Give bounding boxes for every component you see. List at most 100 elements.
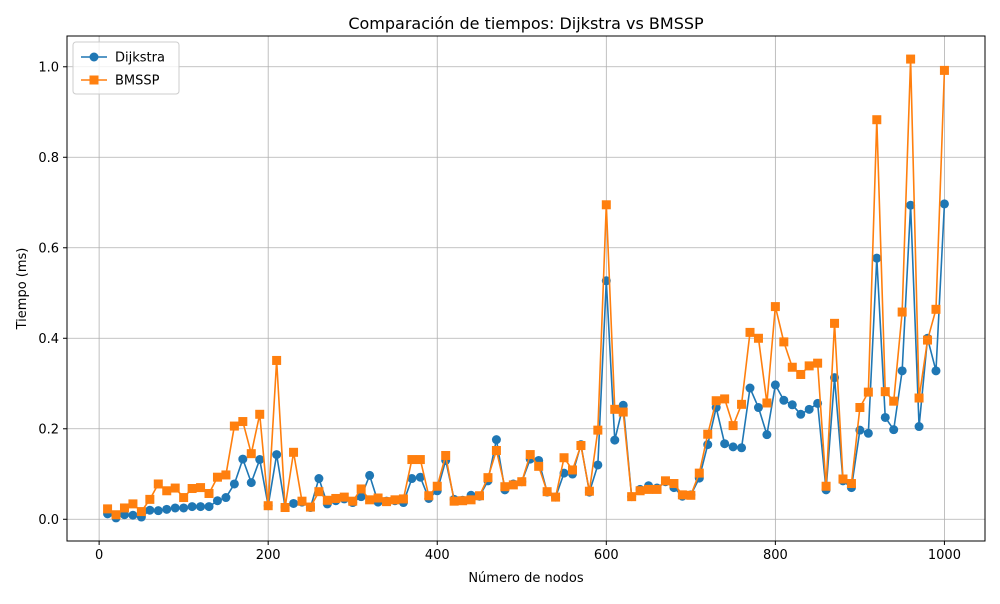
data-point-dijkstra	[593, 460, 603, 470]
data-point-bmssp	[804, 361, 814, 371]
data-point-dijkstra	[179, 503, 189, 513]
data-point-bmssp	[838, 474, 848, 484]
data-point-bmssp	[153, 479, 163, 489]
data-point-dijkstra	[804, 404, 814, 414]
data-point-bmssp	[238, 417, 248, 427]
data-point-dijkstra	[745, 383, 755, 393]
data-point-bmssp	[382, 497, 392, 507]
data-point-bmssp	[728, 421, 738, 431]
data-point-bmssp	[686, 490, 696, 500]
axes-frame	[66, 35, 986, 542]
data-point-bmssp	[567, 465, 577, 475]
x-axis-title: Número de nodos	[468, 571, 584, 586]
data-point-dijkstra	[407, 474, 417, 484]
x-tick-label: 0	[95, 548, 103, 563]
data-point-dijkstra	[196, 502, 206, 512]
data-point-bmssp	[720, 394, 730, 404]
chart-title: Comparación de tiempos: Dijkstra vs BMSS…	[348, 14, 704, 33]
data-point-bmssp	[373, 493, 383, 503]
data-point-bmssp	[432, 481, 442, 491]
data-point-dijkstra	[914, 422, 924, 432]
data-point-bmssp	[652, 484, 662, 494]
data-point-dijkstra	[255, 455, 265, 465]
data-point-dijkstra	[153, 506, 163, 516]
y-tick-label: 0.4	[38, 332, 59, 347]
data-point-bmssp	[703, 429, 713, 439]
data-point-bmssp	[466, 495, 476, 505]
data-point-dijkstra	[863, 428, 873, 438]
data-point-bmssp	[677, 490, 687, 500]
data-point-bmssp	[229, 421, 239, 431]
data-point-bmssp	[880, 387, 890, 397]
data-point-dijkstra	[212, 496, 222, 506]
data-point-dijkstra	[365, 470, 375, 480]
y-tick-label: 0.2	[38, 422, 59, 437]
x-tick-label: 400	[425, 548, 450, 563]
data-point-bmssp	[483, 473, 493, 483]
x-tick-label: 1000	[928, 548, 961, 563]
data-point-bmssp	[475, 491, 485, 501]
data-point-bmssp	[627, 492, 637, 502]
data-point-bmssp	[458, 496, 468, 506]
data-point-dijkstra	[737, 443, 747, 453]
data-point-bmssp	[813, 358, 823, 368]
data-point-bmssp	[914, 393, 924, 403]
data-point-bmssp	[737, 399, 747, 409]
data-point-bmssp	[491, 445, 501, 455]
y-tick-label: 0.8	[38, 151, 59, 166]
data-point-dijkstra	[289, 498, 299, 508]
data-point-dijkstra	[238, 454, 248, 464]
data-point-bmssp	[441, 450, 451, 460]
data-point-dijkstra	[314, 474, 324, 484]
data-point-bmssp	[770, 302, 780, 312]
data-point-bmssp	[534, 461, 544, 471]
data-point-bmssp	[635, 486, 645, 496]
data-point-bmssp	[119, 503, 129, 513]
y-axis-title: Tiempo (ms)	[15, 248, 30, 331]
data-point-bmssp	[415, 455, 425, 465]
data-point-bmssp	[542, 487, 552, 497]
data-point-bmssp	[179, 493, 189, 503]
data-point-dijkstra	[187, 502, 197, 512]
data-point-bmssp	[644, 484, 654, 494]
data-point-bmssp	[424, 491, 434, 501]
data-point-bmssp	[204, 488, 214, 498]
axis-ticks: 0 200 400 600 800 1000 0.0 0.2 0.4 0.6 0.8 1.0	[38, 60, 961, 563]
data-point-dijkstra	[880, 412, 890, 422]
data-point-bmssp	[796, 369, 806, 379]
data-point-bmssp	[753, 333, 763, 343]
data-point-bmssp	[517, 477, 527, 487]
legend-item-bmssp: BMSSP	[81, 74, 160, 89]
data-point-bmssp	[855, 403, 865, 413]
data-point-bmssp	[872, 115, 882, 125]
data-point-bmssp	[745, 327, 755, 337]
series-line-bmssp	[107, 58, 946, 516]
data-point-bmssp	[830, 318, 840, 328]
data-point-bmssp	[111, 510, 121, 520]
data-point-dijkstra	[889, 425, 899, 435]
data-point-dijkstra	[221, 493, 231, 503]
legend-marker-bmssp	[89, 75, 99, 85]
data-point-bmssp	[255, 409, 265, 419]
data-point-bmssp	[136, 507, 146, 517]
data-point-bmssp	[212, 472, 222, 482]
data-point-bmssp	[339, 492, 349, 502]
legend-label: BMSSP	[115, 74, 160, 89]
data-point-dijkstra	[119, 510, 129, 520]
data-point-bmssp	[128, 499, 138, 509]
data-point-bmssp	[762, 398, 772, 408]
data-point-bmssp	[610, 404, 620, 414]
data-point-bmssp	[449, 496, 459, 506]
data-point-bmssp	[187, 484, 197, 494]
data-point-dijkstra	[272, 450, 282, 460]
data-point-bmssp	[601, 200, 611, 210]
data-point-dijkstra	[246, 478, 256, 488]
data-point-bmssp	[297, 496, 307, 506]
data-point-bmssp	[145, 494, 155, 504]
data-point-dijkstra	[728, 442, 738, 452]
data-point-bmssp	[365, 495, 375, 505]
data-point-bmssp	[846, 479, 856, 489]
legend-marker-dijkstra	[89, 52, 99, 62]
